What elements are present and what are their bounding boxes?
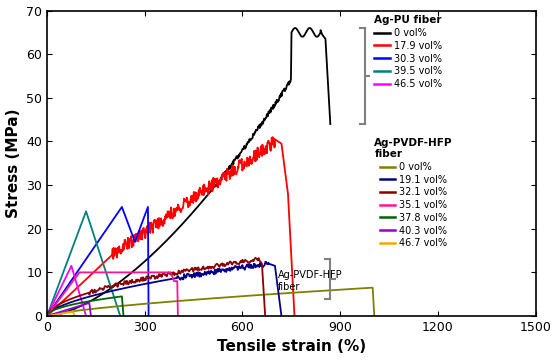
Text: Ag-PVDF-HFP
fiber: Ag-PVDF-HFP fiber — [278, 270, 343, 292]
Y-axis label: Stress (MPa): Stress (MPa) — [6, 109, 21, 218]
Legend: 0 vol%, 19.1 vol%, 32.1 vol%, 35.1 vol%, 37.8 vol%, 40.3 vol%, 46.7 vol%: 0 vol%, 19.1 vol%, 32.1 vol%, 35.1 vol%,… — [374, 138, 453, 248]
X-axis label: Tensile strain (%): Tensile strain (%) — [217, 339, 366, 355]
